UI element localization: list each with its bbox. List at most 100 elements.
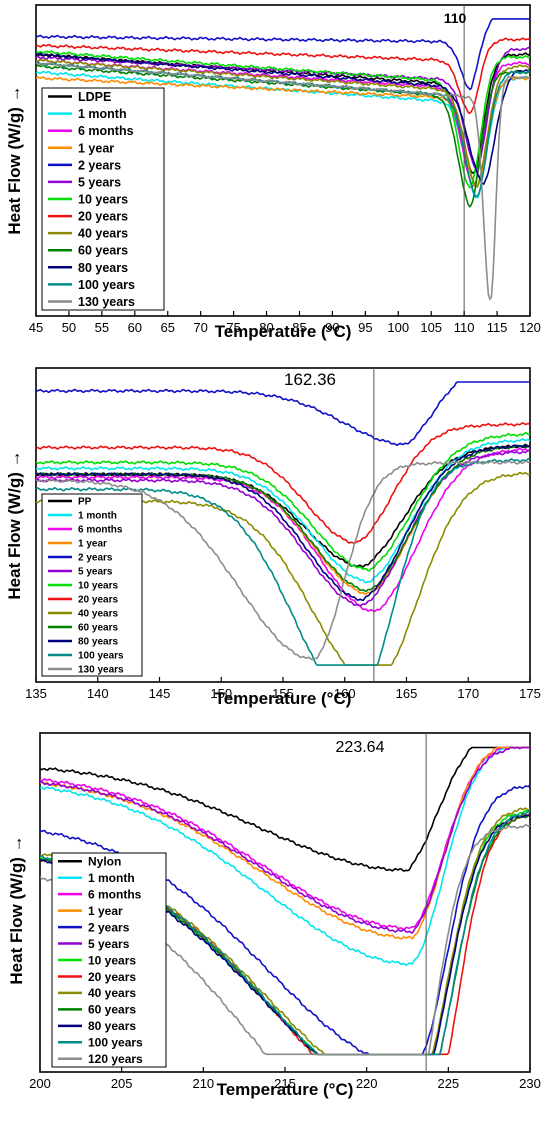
chart-panel-1: 110 45 50 55 60 65 70 75 80 85 90 95 100 105 110 115 120…	[5, 4, 541, 341]
legend-label: 10 years	[78, 193, 128, 207]
legend-label: 2 years	[78, 553, 113, 564]
x-tick-label: 95	[358, 320, 372, 335]
peak-annotation: 162.36	[284, 370, 336, 389]
series-line-80-years	[36, 52, 530, 186]
series-line-40-years	[36, 58, 530, 188]
legend-label: 60 years	[78, 623, 118, 634]
legend-label: 1 month	[88, 871, 135, 885]
x-tick-label: 165	[396, 686, 418, 701]
x-tick-label: 155	[272, 686, 294, 701]
legend-label: 2 years	[88, 920, 130, 934]
legend-label: 130 years	[78, 295, 135, 309]
x-tick-label: 220	[356, 1076, 378, 1091]
x-tick-label: 230	[519, 1076, 541, 1091]
legend-label: 100 years	[78, 651, 124, 662]
series-line-20-years	[36, 37, 530, 115]
legend-label: 1 year	[88, 904, 123, 918]
legend-label: Nylon	[88, 855, 121, 869]
series-group	[36, 381, 530, 666]
chart-panel-2: 162.36 135 140 145 150 155 160 165 170 175 Tempera…	[5, 367, 541, 708]
legend-label: 40 years	[78, 609, 118, 620]
chart-panel-3: 223.64 200 205 210 215 220 225 230 Temperature (…	[7, 732, 541, 1099]
legend-label: 20 years	[78, 210, 128, 224]
x-tick-label: 90	[325, 320, 339, 335]
series-line-60-years	[36, 444, 530, 592]
legend-label: 100 years	[88, 1036, 143, 1050]
x-tick-label: 45	[29, 320, 43, 335]
legend-label: 10 years	[88, 953, 136, 967]
x-axis-label: Temperature (°C)	[215, 322, 352, 341]
x-tick-label: 215	[274, 1076, 296, 1091]
x-axis-label: Temperature (°C)	[217, 1080, 354, 1099]
legend-box	[41, 87, 165, 311]
legend-label: 10 years	[78, 581, 118, 592]
x-axis-label: Temperature (°C)	[215, 689, 352, 708]
series-line-1-month	[40, 746, 530, 966]
series-line-6-months	[36, 447, 530, 613]
legend-label: 6 months	[78, 124, 134, 138]
y-axis-label: Heat Flow (W/g) →	[7, 835, 26, 984]
x-tick-label: 150	[210, 686, 232, 701]
legend-label: 60 years	[88, 1003, 136, 1017]
x-tick-label: 115	[487, 320, 508, 335]
x-tick-label: 110	[454, 320, 475, 335]
x-tick-label: 85	[292, 320, 306, 335]
x-tick-label: 70	[193, 320, 207, 335]
x-tick-label: 225	[437, 1076, 459, 1091]
peak-annotation: 223.64	[336, 739, 385, 756]
legend-label: 1 month	[78, 107, 127, 121]
legend-label: 40 years	[78, 227, 128, 241]
legend-label: 1 month	[78, 511, 117, 522]
series-line-1-year	[36, 76, 530, 188]
x-tick-label: 145	[149, 686, 171, 701]
x-tick-label: 65	[160, 320, 174, 335]
x-tick-label: 60	[128, 320, 142, 335]
x-tick-label: 105	[420, 320, 442, 335]
series-line-130-years	[36, 460, 530, 661]
legend-label: PP	[78, 497, 92, 508]
legend: Nylon 1 month 6 months 1 year 2 years 5 years…	[51, 852, 167, 1068]
series-line-10-years	[36, 431, 530, 572]
legend-label: 80 years	[88, 1019, 136, 1033]
legend-label: 2 years	[78, 158, 121, 172]
peak-annotation: 110	[444, 10, 467, 26]
x-tick-label: 120	[519, 320, 541, 335]
legend-label: 130 years	[78, 665, 124, 676]
y-axis-label: Heat Flow (W/g) →	[5, 85, 24, 234]
series-line-130-years	[36, 61, 530, 301]
x-tick-label: 140	[87, 686, 109, 701]
series-line-nylon	[40, 746, 530, 872]
legend-label: 5 years	[88, 937, 130, 951]
legend-label: 6 months	[88, 887, 142, 901]
x-tick-label: 135	[25, 686, 47, 701]
series-group	[36, 18, 530, 301]
legend-label: 80 years	[78, 261, 128, 275]
y-axis-label: Heat Flow (W/g) →	[5, 450, 24, 599]
legend: LDPE 1 month 6 months 1 year 2 years 5 years 1…	[41, 87, 165, 311]
legend-label: 6 months	[78, 525, 123, 536]
series-line-20-years	[36, 422, 530, 545]
x-tick-label: 50	[62, 320, 76, 335]
series-line-2-years	[36, 18, 530, 91]
legend-label: 20 years	[88, 970, 136, 984]
x-tick-label: 200	[29, 1076, 51, 1091]
legend-label: 1 year	[78, 539, 107, 550]
legend-label: 20 years	[78, 595, 118, 606]
x-tick-label: 175	[519, 686, 541, 701]
x-tick-label: 100	[387, 320, 409, 335]
legend-label: 1 year	[78, 141, 114, 155]
legend-label: 40 years	[88, 986, 136, 1000]
legend-label: LDPE	[78, 90, 111, 104]
x-tick-label: 75	[226, 320, 240, 335]
series-line-10-years	[36, 50, 530, 189]
series-line-80-years	[36, 444, 530, 602]
legend-label: 5 years	[78, 567, 113, 578]
x-tick-label: 210	[192, 1076, 214, 1091]
legend-label: 120 years	[88, 1052, 143, 1066]
legend-label: 5 years	[78, 175, 121, 189]
legend-label: 60 years	[78, 244, 128, 258]
series-line-100-years	[36, 457, 530, 666]
series-line-1-month	[36, 437, 530, 584]
x-tick-label: 80	[259, 320, 273, 335]
